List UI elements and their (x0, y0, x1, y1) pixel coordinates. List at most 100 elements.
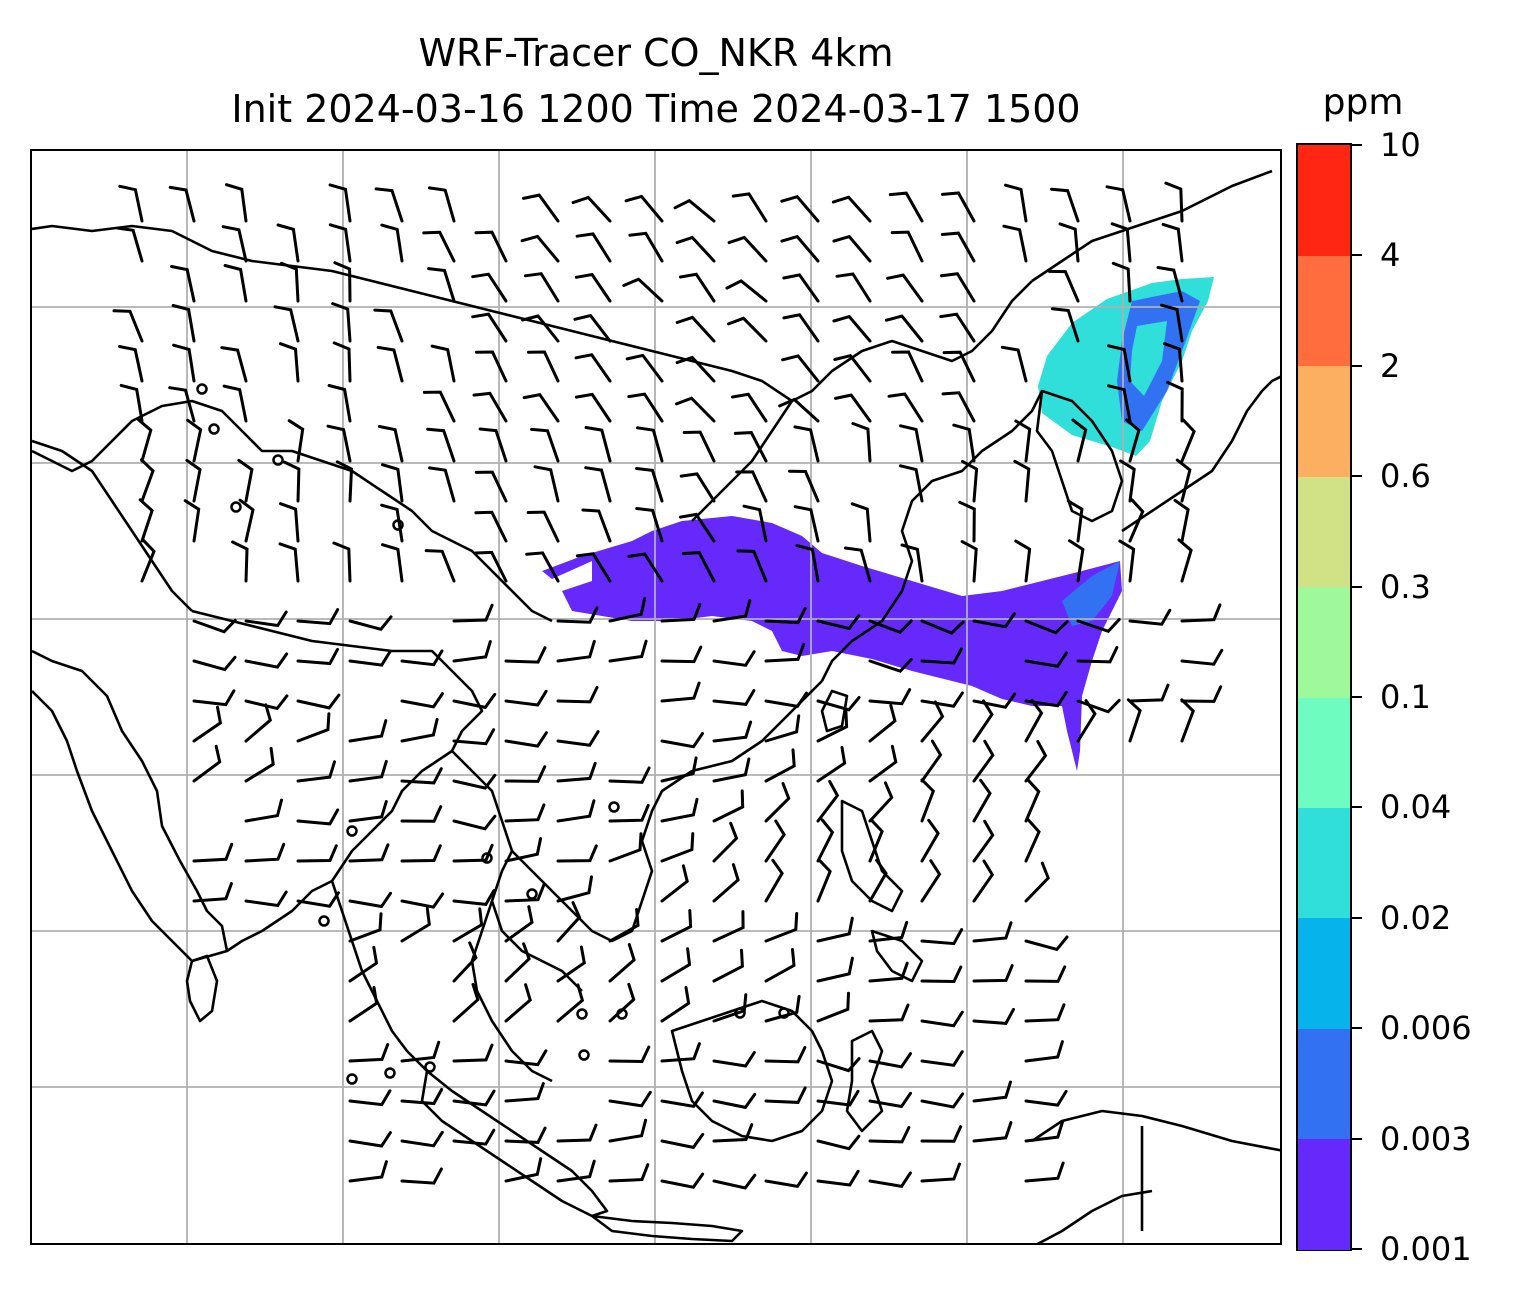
wind-barb (422, 390, 456, 423)
wind-barb (1013, 459, 1031, 503)
colorbar (1296, 143, 1352, 1251)
wind-barb (958, 500, 976, 543)
colorbar-tick-label: 0.1 (1380, 678, 1431, 716)
wind-barb (1107, 344, 1132, 383)
wind-barb (899, 464, 924, 503)
wind-barb (244, 842, 286, 863)
wind-barb (834, 393, 872, 423)
wind-barb (850, 502, 872, 543)
wind-barb (276, 223, 300, 263)
wind-barb (972, 859, 995, 903)
wind-barb (764, 1171, 808, 1189)
wind-barb (712, 650, 756, 667)
wind-barb (1024, 935, 1069, 952)
wind-barb (348, 719, 388, 743)
wind-barb (452, 603, 494, 623)
wind-barb (556, 1123, 598, 1143)
new-guinea (1031, 1109, 1280, 1152)
wind-barb (192, 744, 222, 783)
wind-barb (782, 313, 820, 343)
colorbar-tick (1352, 806, 1362, 809)
wind-barb (520, 234, 560, 263)
wind-barb (556, 761, 597, 783)
colorbar-tick (1352, 1248, 1362, 1250)
wind-barb (556, 875, 593, 903)
wind-barb (348, 986, 379, 1023)
wind-barb (1058, 222, 1080, 263)
wind-barb (523, 272, 560, 303)
wind-barb (868, 1091, 912, 1109)
wind-barb (533, 465, 560, 503)
wind-barb (832, 314, 872, 343)
wind-barb (140, 458, 155, 503)
wind-barb (712, 1092, 757, 1110)
wind-barb (788, 469, 820, 503)
wind-barb (400, 1040, 441, 1063)
colorbar-tick-label: 10 (1380, 126, 1421, 164)
wind-barb (660, 1091, 704, 1108)
wind-barb (920, 1050, 964, 1067)
sumatra (420, 1069, 609, 1218)
india-coastline (32, 649, 229, 963)
wind-barb (348, 650, 392, 667)
bay-of-bengal-coast (226, 749, 453, 953)
wind-barb (1066, 499, 1084, 543)
wind-barb (660, 1172, 705, 1189)
sakhalin-russia (1031, 169, 1273, 283)
wind-barb (940, 231, 976, 263)
wind-barb (868, 818, 884, 863)
wind-barb (660, 756, 698, 783)
calm-wind-marker (424, 1061, 436, 1073)
wind-barb (868, 744, 898, 783)
wind-barb (675, 315, 716, 343)
wind-barb (348, 843, 390, 863)
wind-barb (608, 1090, 652, 1108)
wind-barb (920, 700, 945, 743)
wind-barb (348, 891, 392, 909)
map-panel[interactable] (30, 149, 1282, 1245)
wind-barb (526, 510, 560, 543)
wind-barb (851, 422, 872, 463)
australia (1036, 1189, 1153, 1243)
wind-barb (887, 392, 924, 423)
wind-barb (220, 346, 248, 383)
colorbar-tick-label: 2 (1380, 346, 1401, 385)
wind-barb (504, 983, 532, 1023)
colorbar-tick-label: 0.6 (1380, 457, 1431, 496)
wind-barb (712, 789, 745, 823)
wind-barb (1107, 384, 1132, 423)
wind-barb (244, 798, 283, 823)
mongolia-border (32, 224, 793, 403)
wind-barb (452, 843, 494, 863)
wind-barb (1024, 619, 1069, 635)
wind-barb (575, 232, 612, 263)
wind-barb (296, 712, 331, 743)
wind-barb (504, 689, 548, 707)
wind-barb (1118, 539, 1136, 583)
wind-barb (348, 759, 388, 783)
wind-barb (660, 909, 693, 943)
wind-barb (920, 647, 963, 665)
wind-barb (171, 304, 196, 343)
wind-barb (376, 345, 404, 383)
wind-barb (556, 901, 582, 943)
wind-barb (780, 234, 820, 263)
wind-barb (278, 342, 300, 383)
wind-barb (635, 507, 664, 543)
wind-barb (1024, 698, 1044, 743)
wind-barb (1177, 538, 1193, 583)
calm-wind-marker (526, 888, 538, 900)
wind-barb (1119, 459, 1136, 503)
wind-barb (816, 696, 861, 712)
wind-barb (332, 541, 352, 583)
wind-barb (296, 808, 340, 826)
wind-barb (327, 384, 352, 423)
wind-barb (816, 1169, 860, 1187)
wind-barb (474, 510, 508, 543)
wind-barb (377, 425, 404, 463)
malay-peninsula (470, 900, 553, 1083)
wind-barb (1180, 418, 1196, 463)
wind-barb (941, 191, 976, 223)
wind-barb (660, 681, 701, 703)
wind-barb (608, 832, 643, 863)
